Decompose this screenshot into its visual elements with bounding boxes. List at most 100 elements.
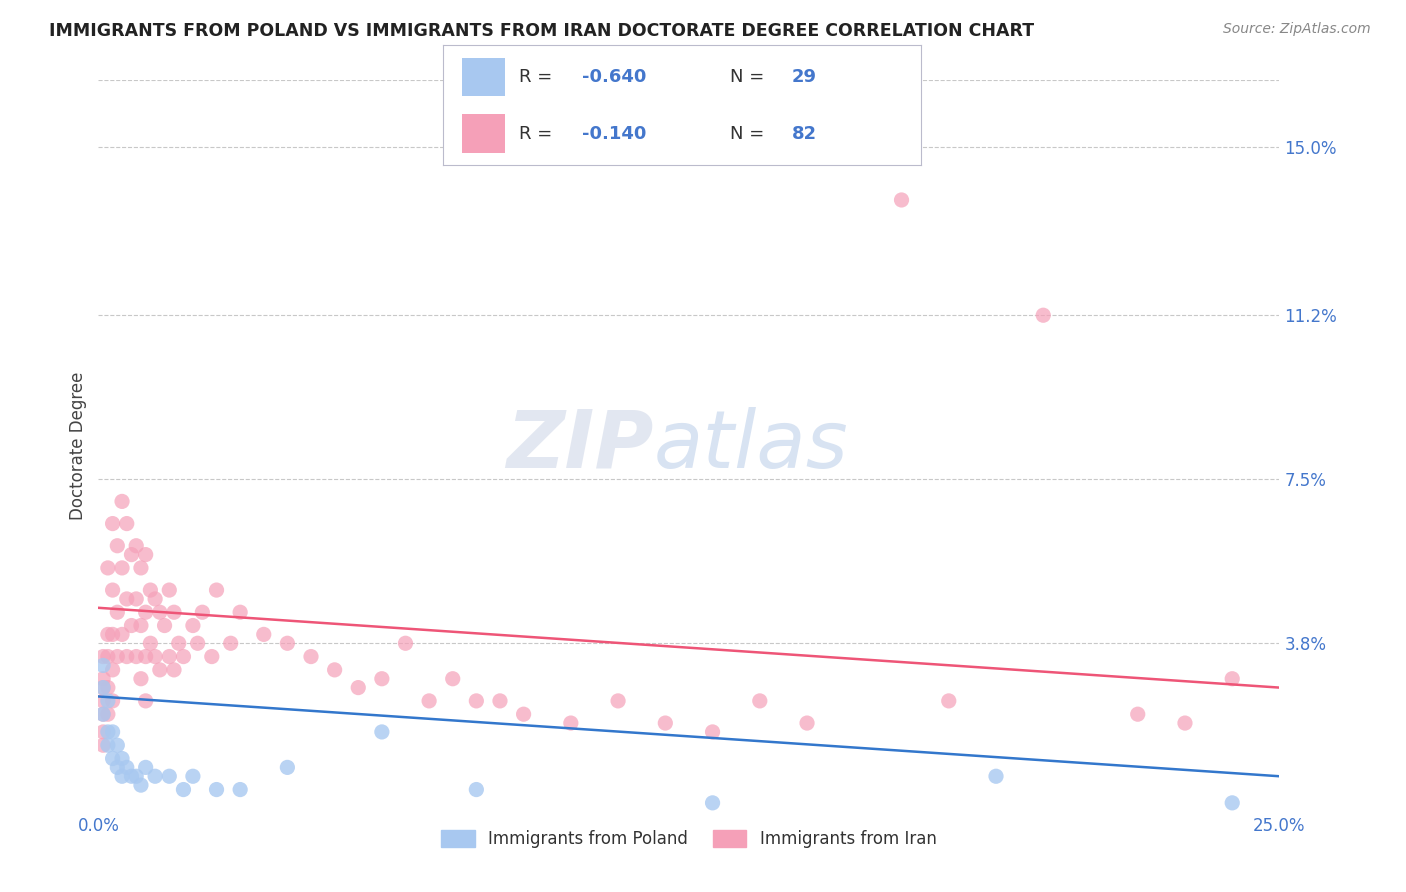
Point [702,796,724,810]
Point [984,769,1007,783]
Point [111,769,134,783]
Point [229,605,252,619]
Bar [463,114,505,153]
Point [441,672,464,686]
Point [323,663,346,677]
Point [157,583,180,598]
Text: R =: R = [519,68,558,87]
Point [299,649,322,664]
Point [101,663,124,677]
Text: 29: 29 [792,68,817,87]
Point [1126,707,1149,722]
Point [347,681,370,695]
Point [111,561,134,575]
Text: Source: ZipAtlas.com: Source: ZipAtlas.com [1223,22,1371,37]
Point [512,707,534,722]
Point [121,548,143,562]
Point [111,751,134,765]
Point [129,618,152,632]
Point [796,716,818,731]
Point [115,591,138,606]
Point [115,649,138,664]
Point [938,694,960,708]
Point [91,707,114,722]
Point [143,591,166,606]
Point [135,548,157,562]
Point [253,627,276,641]
Text: ZIP: ZIP [506,407,654,485]
Legend: Immigrants from Poland, Immigrants from Iran: Immigrants from Poland, Immigrants from … [434,823,943,855]
Point [91,707,114,722]
Point [149,663,172,677]
Point [276,760,298,774]
Point [1174,716,1197,731]
Point [91,725,114,739]
Point [129,672,152,686]
Point [201,649,224,664]
Point [172,649,194,664]
Point [101,694,124,708]
Point [1220,796,1243,810]
Point [163,605,186,619]
Text: IMMIGRANTS FROM POLAND VS IMMIGRANTS FROM IRAN DOCTORATE DEGREE CORRELATION CHAR: IMMIGRANTS FROM POLAND VS IMMIGRANTS FRO… [49,22,1035,40]
Point [371,725,394,739]
Point [1220,672,1243,686]
Point [157,649,180,664]
Point [371,672,394,686]
Point [163,663,186,677]
Point [1032,308,1054,322]
Point [101,627,124,641]
Point [91,672,114,686]
Point [135,760,157,774]
Text: 82: 82 [792,125,817,143]
Point [149,605,172,619]
Point [229,782,252,797]
Point [560,716,582,731]
Point [205,782,228,797]
Point [101,751,124,765]
Text: R =: R = [519,125,558,143]
Point [702,725,724,739]
Point [135,605,157,619]
Point [121,769,143,783]
Point [125,769,148,783]
Point [105,738,128,752]
Point [105,539,128,553]
Point [607,694,630,708]
Point [105,605,128,619]
Point [139,583,162,598]
Point [219,636,242,650]
Point [135,694,157,708]
Point [205,583,228,598]
Point [115,760,138,774]
Point [129,778,152,792]
Point [97,707,120,722]
Point [135,649,157,664]
Point [91,694,114,708]
Point [97,738,120,752]
Text: -0.640: -0.640 [582,68,645,87]
Point [181,618,204,632]
Point [157,769,180,783]
Point [125,539,148,553]
Point [394,636,416,650]
Text: N =: N = [730,68,769,87]
Point [101,583,124,598]
Point [489,694,512,708]
Point [890,193,912,207]
Point [748,694,770,708]
Point [125,649,148,664]
Point [654,716,676,731]
Point [91,681,114,695]
Y-axis label: Doctorate Degree: Doctorate Degree [69,372,87,520]
Point [111,627,134,641]
Point [91,681,114,695]
Point [276,636,298,650]
Text: N =: N = [730,125,769,143]
Point [187,636,209,650]
Point [97,561,120,575]
Text: -0.140: -0.140 [582,125,645,143]
Point [153,618,176,632]
Point [167,636,190,650]
Point [125,591,148,606]
